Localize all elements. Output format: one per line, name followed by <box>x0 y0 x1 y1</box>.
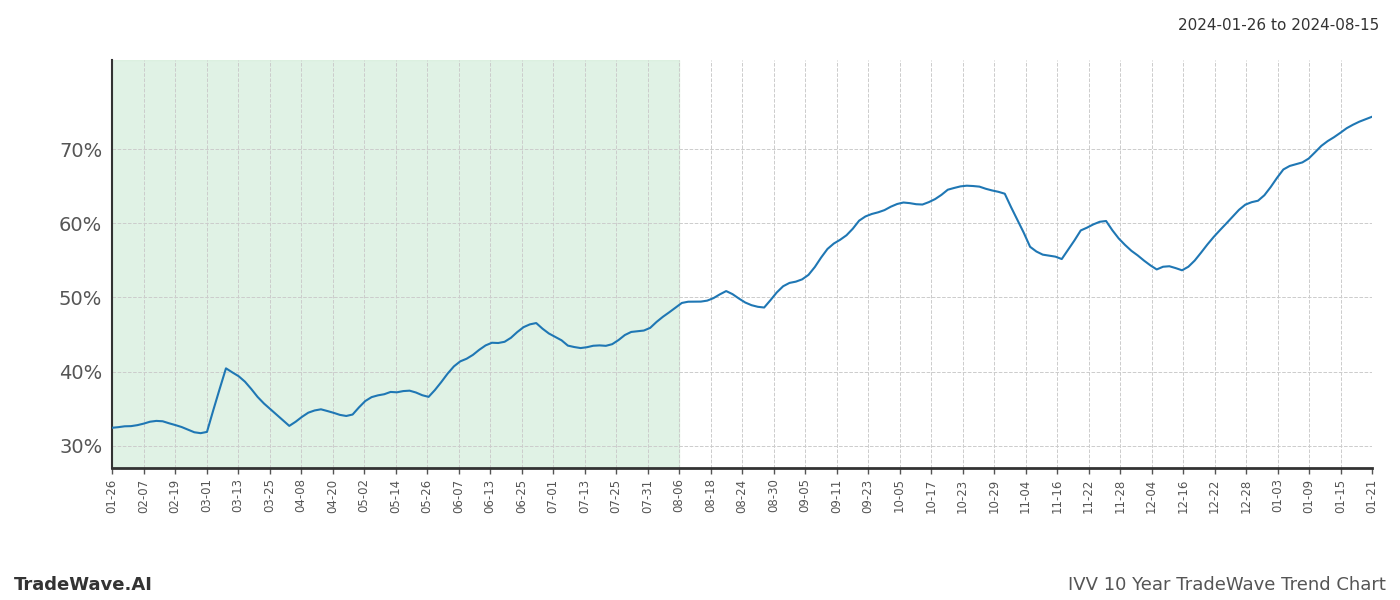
Bar <box>112 60 679 468</box>
Text: TradeWave.AI: TradeWave.AI <box>14 576 153 594</box>
Text: IVV 10 Year TradeWave Trend Chart: IVV 10 Year TradeWave Trend Chart <box>1068 576 1386 594</box>
Text: 2024-01-26 to 2024-08-15: 2024-01-26 to 2024-08-15 <box>1177 18 1379 33</box>
